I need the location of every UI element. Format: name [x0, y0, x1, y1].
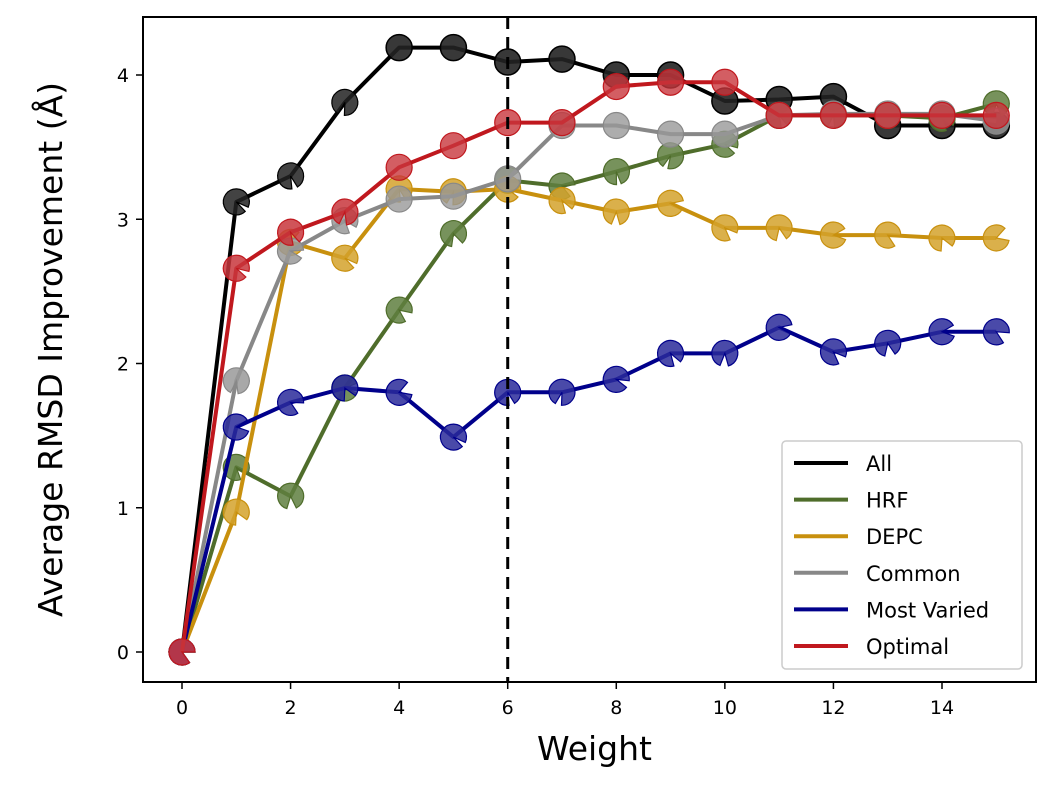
legend-item-common: Common [794, 562, 961, 586]
data-point [331, 198, 359, 226]
data-point [874, 221, 902, 249]
x-axis-ticks: 0 2 4 6 8 10 12 14 [176, 682, 954, 719]
data-point [385, 185, 413, 213]
data-point [494, 378, 522, 406]
x-tick-label: 10 [713, 697, 737, 719]
data-point [711, 68, 739, 96]
data-point [928, 318, 955, 346]
data-point [765, 214, 793, 242]
data-point [656, 339, 685, 368]
data-point [928, 224, 956, 252]
legend-label: HRF [866, 489, 908, 513]
data-point [711, 339, 739, 367]
data-point [819, 101, 848, 129]
data-point [222, 254, 250, 282]
x-tick-label: 4 [393, 697, 405, 719]
legend-item-depc: DEPC [794, 525, 923, 549]
y-axis-title: Average RMSD Improvement (Å) [30, 82, 70, 617]
data-point [765, 313, 793, 341]
series-line [180, 325, 997, 653]
data-point [277, 482, 305, 510]
data-point [548, 109, 576, 137]
legend-label: Most Varied [866, 598, 989, 622]
x-tick-label: 0 [176, 697, 188, 719]
data-point [874, 101, 902, 129]
data-point [439, 182, 468, 210]
data-point [331, 374, 359, 402]
data-point [656, 68, 685, 96]
legend: All HRF DEPC Common Most Varied Optimal [781, 440, 1023, 670]
data-point [222, 498, 250, 526]
plot-area [142, 16, 1037, 683]
data-point [602, 365, 630, 393]
data-point [982, 101, 1010, 129]
data-point [602, 72, 630, 101]
data-point [711, 214, 739, 242]
data-point [331, 244, 359, 272]
data-point [602, 158, 631, 186]
data-point [548, 378, 576, 406]
legend-label: All [866, 452, 892, 476]
data-point [385, 296, 413, 324]
data-point [548, 186, 576, 215]
data-point [874, 329, 902, 357]
data-point [819, 338, 848, 366]
data-point [222, 188, 250, 216]
data-point [277, 218, 305, 246]
data-point [602, 198, 630, 226]
legend-item-most-varied: Most Varied [794, 598, 989, 622]
data-point [439, 423, 468, 451]
series-line [180, 80, 997, 653]
data-point [548, 45, 576, 73]
data-point [439, 132, 468, 160]
x-axis-title: Weight [537, 729, 652, 768]
data-point [439, 220, 468, 248]
y-tick-label: 0 [117, 642, 129, 664]
legend-label: DEPC [866, 525, 923, 549]
data-point [385, 153, 413, 181]
legend-label: Common [866, 562, 961, 586]
data-point [982, 224, 1010, 252]
x-tick-label: 8 [610, 697, 622, 719]
legend-item-all: All [794, 452, 892, 476]
series-layer [168, 33, 1011, 666]
x-tick-label: 14 [930, 697, 954, 719]
data-point [222, 413, 250, 441]
series-line [180, 45, 997, 653]
data-point [602, 111, 630, 140]
y-tick-label: 1 [117, 498, 129, 520]
data-point [277, 388, 305, 416]
data-point [385, 33, 413, 62]
data-point [711, 120, 739, 148]
x-tick-label: 12 [821, 697, 845, 719]
legend-item-hrf: HRF [794, 489, 908, 513]
x-tick-label: 6 [502, 697, 514, 719]
data-point [168, 638, 196, 666]
data-point [765, 101, 793, 129]
y-tick-label: 4 [117, 65, 129, 87]
data-point [276, 237, 305, 265]
data-point [439, 33, 468, 62]
data-point [222, 367, 250, 395]
series-line [180, 187, 997, 653]
data-point [331, 88, 359, 117]
legend-item-optimal: Optimal [794, 635, 949, 659]
x-tick-label: 2 [285, 697, 297, 719]
data-point [928, 101, 956, 129]
y-tick-label: 3 [117, 209, 129, 231]
legend-label: Optimal [866, 635, 949, 659]
y-axis-ticks: 0 1 2 3 4 [117, 65, 143, 664]
data-point [982, 318, 1010, 346]
y-tick-label: 2 [117, 354, 129, 376]
data-point [656, 189, 685, 217]
data-point [656, 120, 685, 148]
data-point [819, 221, 847, 249]
series-optimal [168, 68, 1010, 666]
data-point [385, 378, 413, 406]
data-point [277, 162, 305, 190]
